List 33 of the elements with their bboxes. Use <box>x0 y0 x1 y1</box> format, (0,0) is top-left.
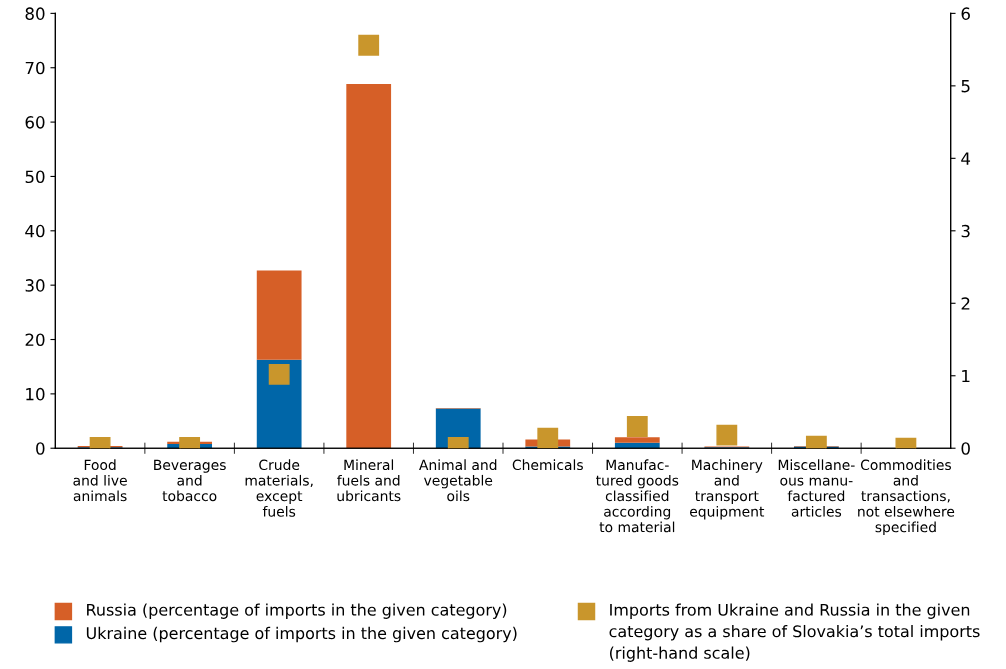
y-tick-label: 50 <box>25 170 45 184</box>
legend-label: Ukraine (percentage of imports in the given category) <box>86 626 517 643</box>
x-tick-label: Crude materials, except fuels <box>245 459 313 517</box>
y-tick-label: 40 <box>25 224 45 238</box>
y2-tick-label: 2 <box>961 297 970 310</box>
legend-label: Russia (percentage of imports in the given category) <box>87 603 507 619</box>
legend-label: Imports from Ukraine and Russia in the given category as a share of Slovakia’s total imports (right-hand scale) <box>609 603 980 662</box>
y2-tick-label: 1 <box>962 369 970 383</box>
y2-tick-label: 4 <box>961 152 971 165</box>
y2-tick-label: 3 <box>961 224 970 238</box>
bar <box>614 437 660 443</box>
y2-tick-label: 5 <box>961 80 970 93</box>
y-tick-label: 30 <box>25 279 45 292</box>
y2-tick-label: 0 <box>961 442 970 455</box>
x-tick-label: Beverages and tobacco <box>154 459 226 502</box>
y-tick-label: 10 <box>26 387 45 401</box>
y-tick-label: 0 <box>36 442 45 455</box>
x-tick-label: Commodities and transactions, not elsewhere specified <box>858 459 955 535</box>
x-tick-label: Miscellane- ous manu- factured articles <box>778 459 855 517</box>
bar <box>346 84 392 449</box>
y-tick-label: 20 <box>25 333 45 347</box>
x-tick-label: Machinery and transport equipment <box>690 459 765 520</box>
x-tick-label: Food and live animals <box>73 459 127 502</box>
x-tick-label: Chemicals <box>512 459 583 471</box>
bar <box>614 442 660 449</box>
y-tick-label: 60 <box>25 116 45 129</box>
x-tick-label: Animal and vegetable oils <box>419 459 497 502</box>
x-tick-label: Manufac- tured goods classified according to material <box>596 459 679 533</box>
bar <box>256 270 302 360</box>
x-tick-label: Mineral fuels and ubricants <box>337 459 401 502</box>
y-tick-label: 80 <box>25 7 45 20</box>
y2-tick-label: 6 <box>961 7 970 20</box>
y-tick-label: 70 <box>25 61 45 75</box>
